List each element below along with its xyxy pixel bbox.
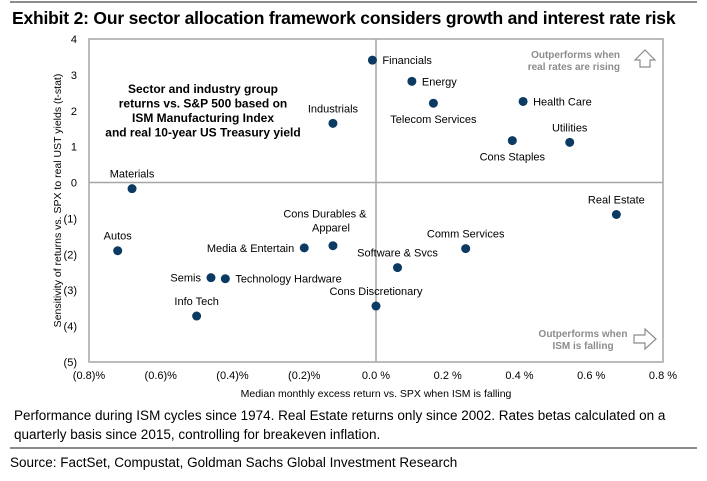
data-point-label: Software & Svcs — [357, 248, 438, 260]
chart-footnote: Performance during ISM cycles since 1974… — [14, 408, 666, 442]
data-point — [328, 241, 338, 251]
x-tick-label: 0.6 % — [577, 370, 605, 382]
data-point — [371, 301, 381, 311]
inset-title-line: Sector and industry group — [128, 82, 278, 96]
data-point — [393, 263, 403, 273]
data-point-label: Technology Hardware — [235, 274, 341, 286]
y-tick-label: (2) — [64, 249, 77, 261]
scatter-chart: 4 3 2 1 0 (1) (2) (3) (4) (5)(0.8)% (0.6)% (0.4)% (0… — [52, 34, 677, 400]
x-tick-label: 0.0 % — [362, 370, 390, 382]
inset-title-line: returns vs. S&P 500 based on — [119, 97, 288, 111]
y-tick-label: 2 — [71, 106, 77, 118]
data-point — [127, 184, 137, 194]
y-axis-label: Sensitivity of returns vs. SPX to real U… — [52, 74, 64, 328]
data-point-label: Comm Services — [427, 229, 505, 241]
data-point — [367, 55, 377, 65]
data-point-label: Cons Durables & — [283, 209, 367, 221]
x-axis-label: Median monthly excess return vs. SPX whe… — [241, 388, 512, 400]
data-point-label: Materials — [110, 169, 155, 181]
data-point — [328, 118, 338, 128]
data-point-label: Telecom Services — [390, 114, 477, 126]
y-tick-label: (5) — [64, 357, 77, 369]
data-point-label: Financials — [382, 55, 432, 67]
data-point — [428, 98, 438, 108]
right-arrow-icon — [633, 327, 657, 351]
data-point-label: Cons Discretionary — [330, 286, 423, 298]
data-point — [507, 136, 517, 146]
x-tick-label: (0.4)% — [216, 370, 249, 382]
data-point-label: Semis — [170, 273, 201, 285]
data-point — [192, 311, 202, 321]
data-point — [206, 273, 216, 283]
inset-title-line: ISM Manufacturing Index — [132, 111, 274, 125]
data-point — [113, 246, 123, 256]
data-point — [407, 76, 417, 86]
data-point-label: Info Tech — [174, 296, 218, 308]
data-point — [299, 243, 309, 253]
annotation-ism-text: ISM is falling — [552, 341, 613, 352]
data-point — [220, 274, 230, 284]
footnote-rule — [10, 447, 697, 449]
data-point-label: Energy — [422, 76, 457, 88]
x-tick-label: 0.8 % — [649, 370, 677, 382]
annotation-rates-text: Outperforms when — [531, 50, 620, 61]
y-tick-label: 0 — [71, 178, 77, 190]
source-line: Source: FactSet, Compustat, Goldman Sach… — [10, 455, 458, 470]
data-point — [518, 96, 528, 106]
inset-title-line: and real 10-year US Treasury yield — [105, 126, 300, 140]
y-tick-label: (4) — [64, 321, 77, 333]
x-tick-label: 0.4 % — [505, 370, 533, 382]
y-tick-label: 4 — [71, 34, 77, 46]
y-tick-label: (3) — [64, 285, 77, 297]
y-tick-label: 3 — [71, 70, 77, 82]
y-tick-label: 1 — [71, 142, 77, 154]
data-point-label: Utilities — [552, 122, 588, 134]
data-point-label: Autos — [104, 231, 133, 243]
data-point-label: Media & Entertain — [207, 243, 294, 255]
y-tick-label: (1) — [64, 213, 77, 225]
x-tick-label: 0.2 % — [434, 370, 462, 382]
data-point-label: Apparel — [312, 223, 350, 235]
exhibit-title: Exhibit 2: Our sector allocation framewo… — [12, 8, 676, 28]
data-point-label: Health Care — [533, 96, 592, 108]
x-tick-label: (0.6)% — [145, 370, 178, 382]
data-point-label: Real Estate — [588, 194, 645, 206]
annotation-rates-text: real rates are rising — [528, 62, 620, 73]
data-point-label: Industrials — [308, 103, 359, 115]
data-point — [611, 209, 621, 219]
annotation-ism-text: Outperforms when — [539, 329, 628, 340]
up-arrow-icon — [633, 49, 657, 68]
top-rule — [10, 1, 697, 3]
data-point-label: Cons Staples — [480, 152, 546, 164]
x-tick-label: (0.8)% — [73, 370, 106, 382]
x-tick-label: (0.2)% — [288, 370, 321, 382]
data-point — [565, 137, 575, 147]
data-point — [461, 244, 471, 254]
